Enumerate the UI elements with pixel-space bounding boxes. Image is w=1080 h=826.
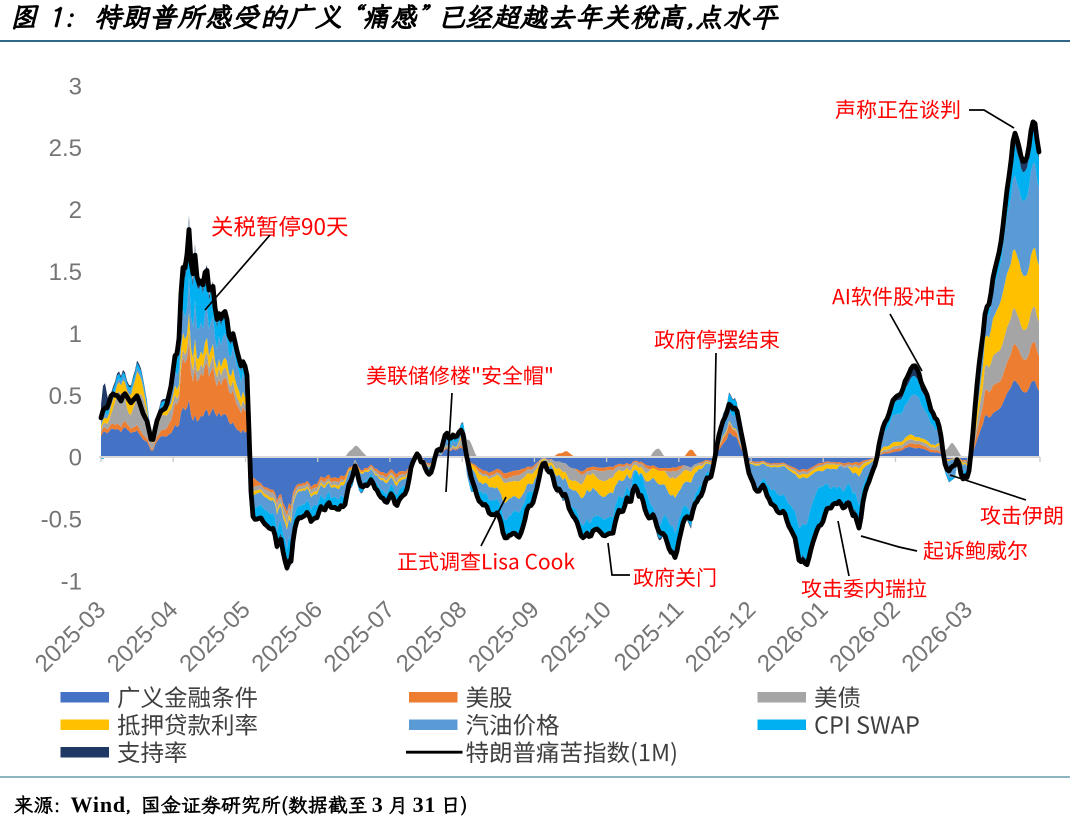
svg-text:1.5: 1.5 (49, 259, 82, 286)
svg-text:-0.5: -0.5 (41, 507, 82, 534)
svg-text:3: 3 (372, 792, 384, 817)
svg-text:Wind: Wind (71, 792, 126, 817)
svg-text:31: 31 (413, 792, 437, 817)
svg-text:1: 1 (69, 321, 82, 348)
svg-text:3: 3 (69, 73, 82, 100)
svg-text:-1: -1 (61, 569, 82, 596)
svg-text:2: 2 (69, 197, 82, 224)
svg-text:2.5: 2.5 (49, 135, 82, 162)
svg-text:0: 0 (69, 445, 82, 472)
svg-text:0.5: 0.5 (49, 383, 82, 410)
